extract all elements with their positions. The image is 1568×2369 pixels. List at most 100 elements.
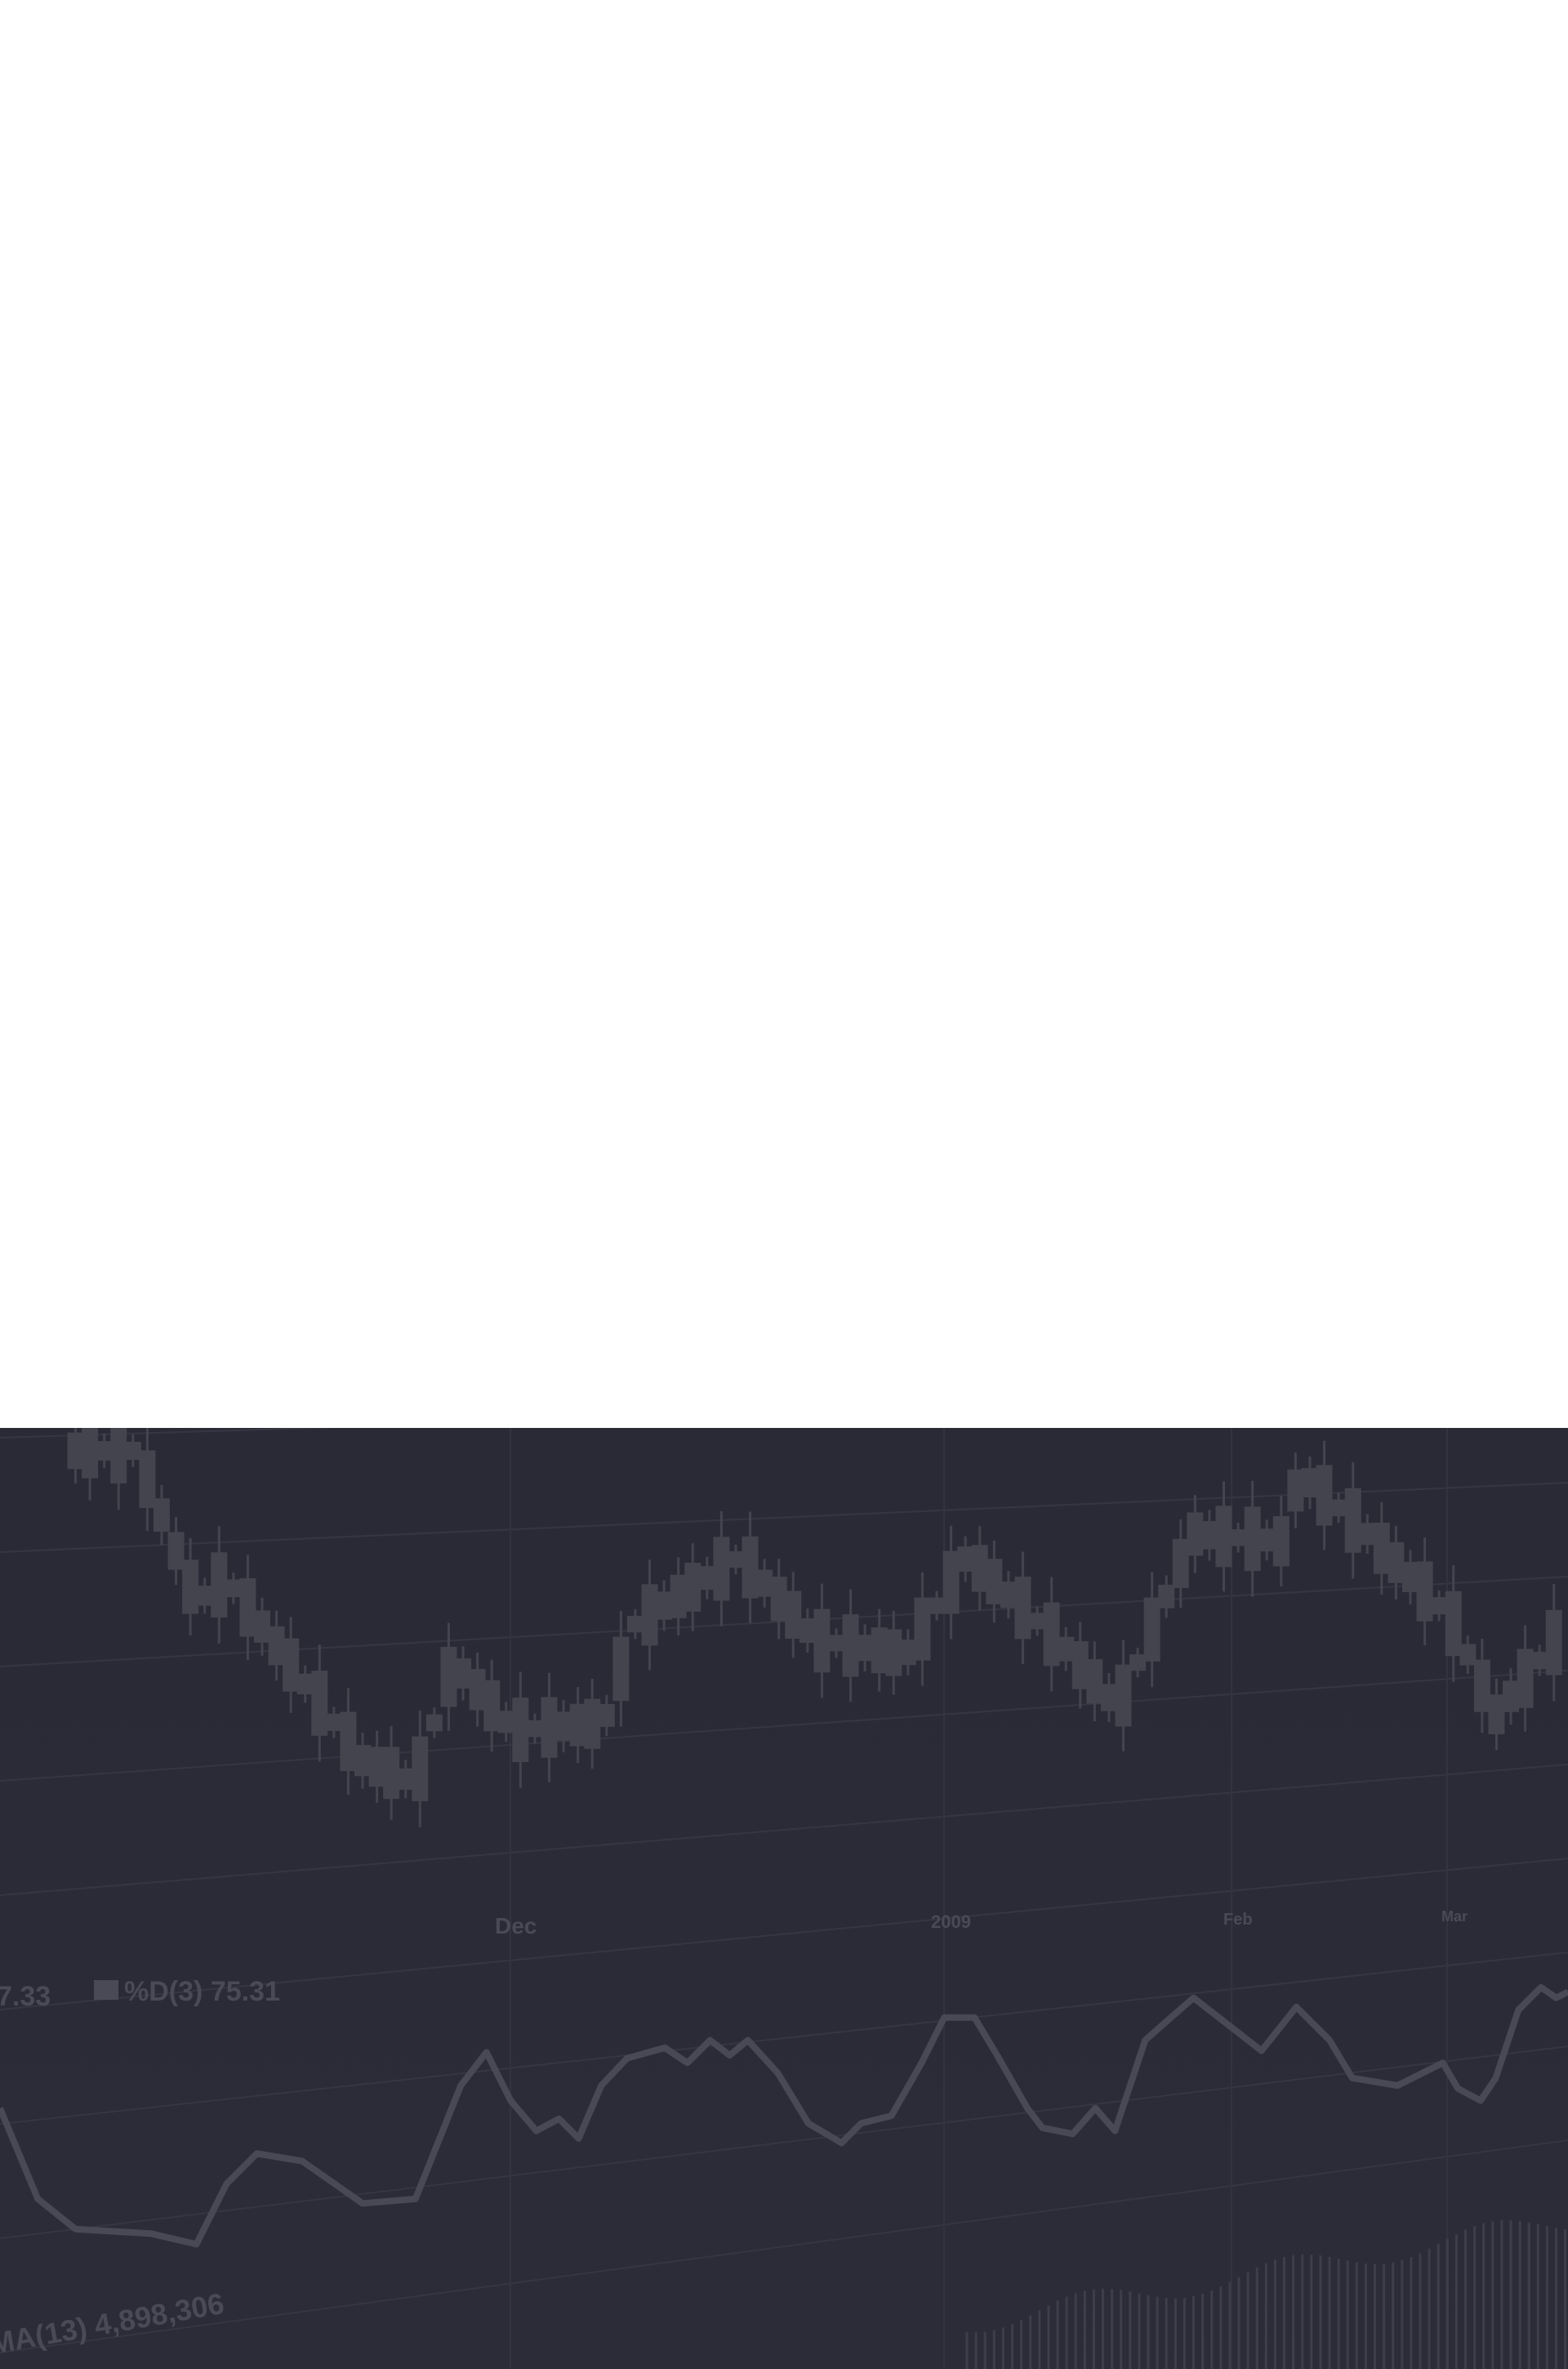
candle	[497, 1711, 514, 1733]
candle	[211, 1552, 228, 1618]
candle	[425, 1714, 443, 1732]
candle	[1200, 1521, 1218, 1550]
candle	[942, 1550, 960, 1614]
candle	[842, 1614, 859, 1677]
candle	[82, 1428, 99, 1479]
candle	[325, 1713, 342, 1731]
candle	[1459, 1644, 1477, 1666]
grid-line	[0, 2046, 1568, 2239]
candle	[986, 1559, 1003, 1604]
candle	[1014, 1577, 1031, 1640]
candle	[1359, 1523, 1376, 1546]
candle	[555, 1711, 572, 1741]
axis-label: Mar	[1441, 1908, 1468, 1925]
grid-line	[0, 1764, 1568, 1896]
candle	[1431, 1597, 1448, 1615]
grid-line	[0, 1670, 1568, 1782]
decoration	[0, 1428, 1568, 2369]
grid-line	[0, 1858, 1568, 2010]
candle	[885, 1629, 902, 1676]
candle	[1258, 1528, 1276, 1552]
grid-line	[0, 2139, 1568, 2353]
candle	[1187, 1512, 1204, 1556]
indicator-label: %D(3) 75.31	[124, 1976, 280, 2007]
candle	[541, 1697, 558, 1758]
candle	[742, 1536, 759, 1599]
axis-label: Dec	[495, 1913, 537, 1938]
candle	[239, 1578, 256, 1637]
candle	[1445, 1590, 1462, 1657]
candle	[584, 1698, 601, 1749]
indicator-label: 7.33	[0, 1981, 51, 2012]
candle	[827, 1635, 844, 1652]
candle	[1086, 1659, 1103, 1704]
candle	[1517, 1648, 1534, 1708]
blank-area	[0, 0, 1568, 1428]
candle	[196, 1586, 213, 1606]
candle	[225, 1579, 242, 1598]
candle	[1330, 1499, 1348, 1517]
candle	[139, 1450, 156, 1508]
candle	[871, 1627, 888, 1674]
grid-line	[0, 1428, 341, 1439]
candle	[698, 1566, 715, 1590]
candle	[656, 1591, 673, 1620]
candle	[1000, 1582, 1017, 1608]
candle	[598, 1703, 615, 1727]
candle	[1287, 1469, 1304, 1512]
candle	[1531, 1652, 1548, 1670]
candle	[1215, 1506, 1232, 1568]
candle	[770, 1577, 787, 1622]
axis-label: Feb	[1223, 1911, 1253, 1929]
background-chart: Dec 2009 Feb Mar 7.33 %D(3) 75.31 MA(13)…	[0, 1428, 1568, 2369]
candle	[1388, 1541, 1405, 1583]
candle	[383, 1747, 400, 1800]
candle	[1316, 1465, 1333, 1526]
candle	[1172, 1538, 1189, 1588]
candle	[727, 1551, 744, 1568]
candle	[1071, 1641, 1089, 1689]
candle	[914, 1597, 931, 1661]
candle	[67, 1432, 84, 1470]
candle	[354, 1745, 371, 1777]
candle	[96, 1441, 113, 1461]
candle	[440, 1647, 457, 1707]
candle	[971, 1545, 988, 1592]
candle	[1244, 1506, 1261, 1572]
candle	[412, 1736, 429, 1801]
candle	[124, 1441, 141, 1461]
candle	[283, 1638, 300, 1692]
candle	[1129, 1654, 1147, 1671]
candle	[1373, 1522, 1390, 1574]
candle	[626, 1616, 644, 1633]
candle	[253, 1610, 270, 1643]
candle	[857, 1635, 874, 1662]
candle	[469, 1669, 486, 1711]
candle	[785, 1590, 802, 1639]
candle	[799, 1618, 816, 1644]
candle	[569, 1703, 586, 1747]
candle	[1043, 1602, 1060, 1666]
candle	[1545, 1609, 1562, 1675]
grid-line	[0, 1952, 1568, 2125]
candle	[670, 1574, 687, 1618]
candle	[1230, 1529, 1247, 1546]
candle	[311, 1671, 328, 1736]
oscillator-line	[0, 1983, 1568, 2248]
candle	[1401, 1561, 1419, 1593]
background	[0, 1428, 1568, 2369]
candle	[1416, 1561, 1433, 1622]
candle	[153, 1498, 170, 1532]
candle	[1272, 1515, 1290, 1567]
candle	[641, 1584, 658, 1646]
candle	[1115, 1664, 1132, 1727]
axis-label: 2009	[931, 1912, 971, 1932]
candle	[1473, 1659, 1490, 1712]
candle	[1344, 1488, 1361, 1553]
candle	[929, 1597, 945, 1614]
candle	[1100, 1684, 1117, 1711]
candle	[268, 1626, 285, 1666]
candle	[1158, 1584, 1175, 1608]
candle	[684, 1563, 702, 1612]
